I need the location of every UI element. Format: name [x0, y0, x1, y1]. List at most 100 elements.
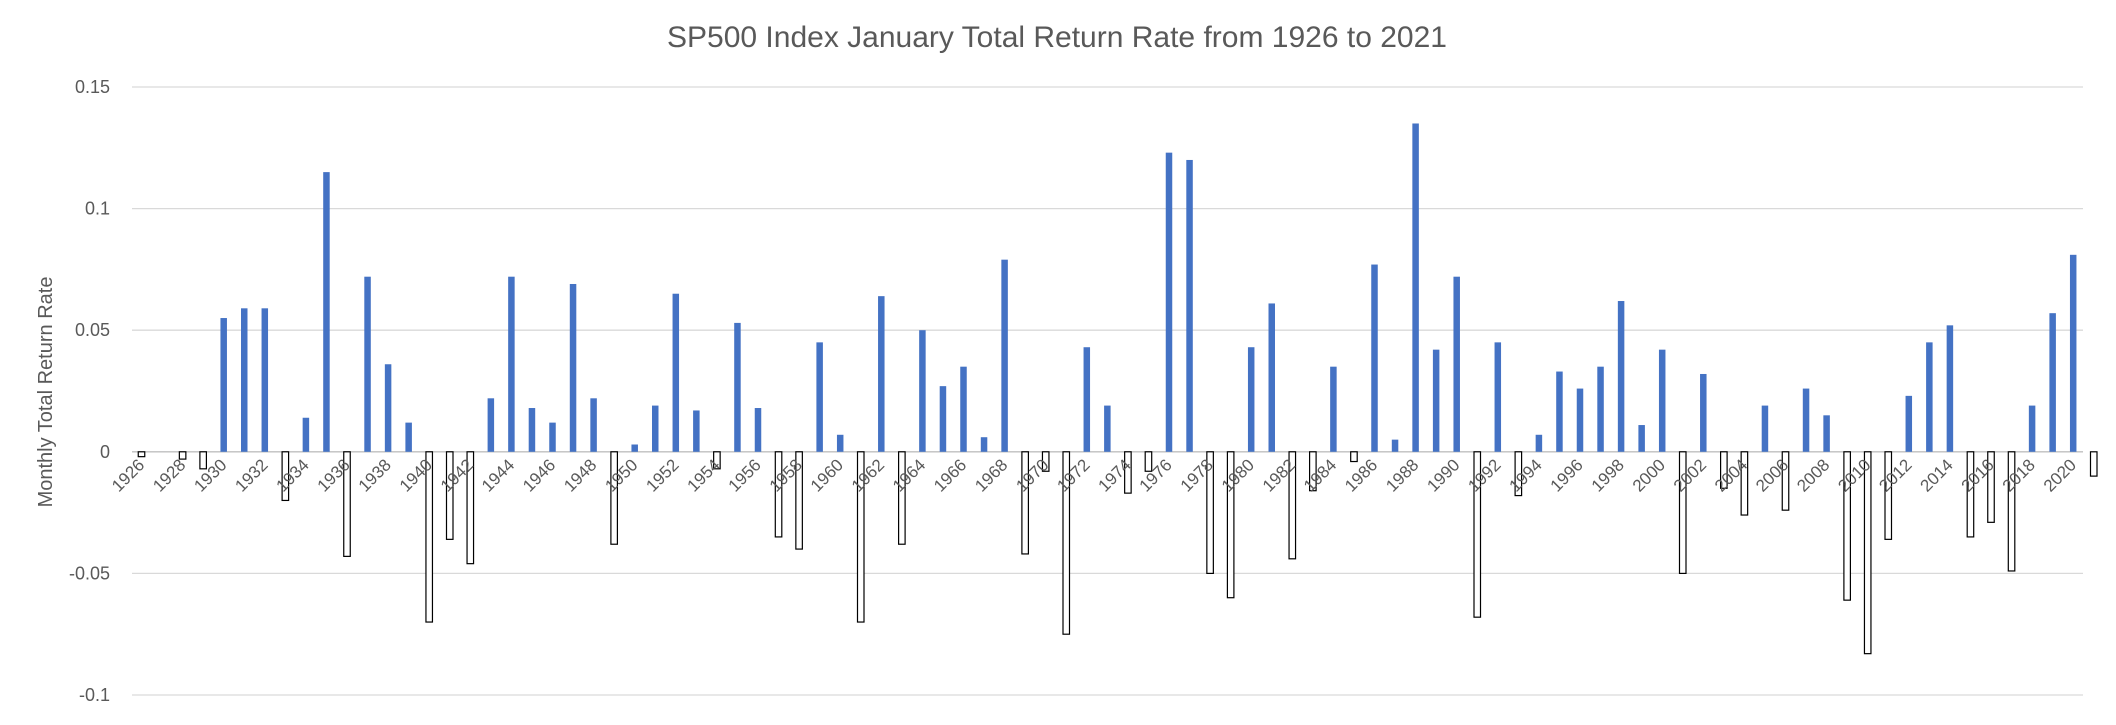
x-tick-label: 1976	[1136, 455, 1176, 495]
bars	[138, 123, 2097, 653]
bar-1956	[755, 408, 762, 452]
x-tick-label: 1968	[971, 455, 1011, 495]
bar-1980	[1248, 347, 1255, 452]
bar-1987	[1392, 440, 1399, 452]
x-tick-label: 2020	[2040, 455, 2080, 495]
gridlines	[132, 87, 2083, 695]
bar-1932	[262, 308, 269, 451]
x-tick-label: 1930	[190, 455, 230, 495]
bar-1931	[241, 308, 248, 451]
x-tick-label: 1950	[601, 455, 641, 495]
bar-1943	[488, 398, 495, 452]
x-tick-label: 1944	[478, 455, 518, 495]
y-tick-label: -0.05	[69, 563, 110, 583]
x-tick-label: 1988	[1382, 455, 1422, 495]
bar-1947	[570, 284, 577, 452]
bar-2019	[2049, 313, 2056, 452]
x-tick-label: 1964	[889, 455, 929, 495]
x-tick-label: 1960	[807, 455, 847, 495]
bar-1986	[1371, 265, 1378, 452]
x-tick-label: 1996	[1547, 455, 1587, 495]
bar-1997	[1597, 367, 1604, 452]
x-tick-label: 2018	[1999, 455, 2039, 495]
bar-1935	[323, 172, 330, 452]
bar-2002	[1700, 374, 1707, 452]
bar-1966	[960, 367, 967, 452]
x-tick-label: 1962	[848, 455, 888, 495]
y-tick-label: 0	[100, 442, 110, 462]
y-tick-label: 0.15	[75, 77, 110, 97]
x-tick-label: 1952	[642, 455, 682, 495]
bar-1944	[508, 277, 515, 452]
bar-1968	[1001, 260, 1008, 452]
x-tick-label: 1934	[273, 455, 313, 495]
bar-1948	[590, 398, 597, 452]
bar-2014	[1947, 325, 1954, 451]
x-tick-label: 1932	[231, 455, 271, 495]
x-tick-label: 2000	[1629, 455, 1669, 495]
x-tick-label: 1998	[1588, 455, 1628, 495]
chart-title: SP500 Index January Total Return Rate fr…	[667, 21, 1447, 54]
x-tick-label: 2012	[1875, 455, 1915, 495]
y-axis-ticks: 0.150.10.050-0.05-0.1	[69, 77, 110, 705]
x-tick-label: 2014	[1917, 455, 1957, 495]
bar-1996	[1577, 389, 1584, 452]
x-tick-label: 1992	[1464, 455, 1504, 495]
x-tick-label: 1966	[930, 455, 970, 495]
bar-1977	[1186, 160, 1193, 452]
bar-1967	[981, 437, 988, 452]
bar-1989	[1433, 350, 1440, 452]
bar-2012	[1906, 396, 1913, 452]
bar-1945	[529, 408, 536, 452]
bar-1972	[1084, 347, 1091, 452]
bar-1976	[1166, 153, 1173, 452]
bar-1946	[549, 423, 556, 452]
bar-1950	[631, 445, 638, 452]
bar-1973	[1104, 406, 1111, 452]
bar-1985	[1351, 452, 1358, 462]
bar-1934	[303, 418, 310, 452]
x-tick-label: 1938	[355, 455, 395, 495]
bar-1988	[1412, 123, 1419, 451]
bar-1981	[1269, 303, 1276, 451]
bar-2021	[2091, 452, 2098, 476]
bar-2005	[1762, 406, 1769, 452]
bar-1953	[693, 410, 700, 451]
bar-1962	[878, 296, 885, 452]
x-tick-label: 2008	[1793, 455, 1833, 495]
bar-2020	[2070, 255, 2077, 452]
bar-2010	[1864, 452, 1871, 654]
x-tick-label: 1994	[1506, 455, 1546, 495]
bar-1955	[734, 323, 741, 452]
x-tick-label: 1956	[725, 455, 765, 495]
y-axis-title: Monthly Total Return Rate	[35, 277, 57, 508]
bar-1930	[220, 318, 227, 452]
y-tick-label: 0.1	[85, 199, 110, 219]
bar-1951	[652, 406, 659, 452]
bar-2000	[1659, 350, 1666, 452]
bar-1939	[405, 423, 412, 452]
bar-2018	[2029, 406, 2036, 452]
bar-2008	[1823, 415, 1830, 451]
bar-1960	[837, 435, 844, 452]
x-tick-label: 2002	[1670, 455, 1710, 495]
bar-1938	[385, 364, 392, 452]
bar-1926	[138, 452, 145, 457]
bar-1990	[1453, 277, 1460, 452]
bar-1952	[673, 294, 680, 452]
bar-2007	[1803, 389, 1810, 452]
bar-1937	[364, 277, 371, 452]
bar-1928	[179, 452, 186, 459]
x-tick-label: 1946	[519, 455, 559, 495]
bar-1992	[1495, 342, 1502, 451]
x-tick-label: 1990	[1423, 455, 1463, 495]
bar-1963	[899, 452, 906, 544]
x-tick-label: 1926	[108, 455, 148, 495]
bar-1959	[816, 342, 823, 451]
bar-1964	[919, 330, 926, 452]
bar-1949	[611, 452, 618, 544]
x-tick-label: 1972	[1053, 455, 1093, 495]
bar-1994	[1536, 435, 1543, 452]
bar-2013	[1926, 342, 1933, 451]
